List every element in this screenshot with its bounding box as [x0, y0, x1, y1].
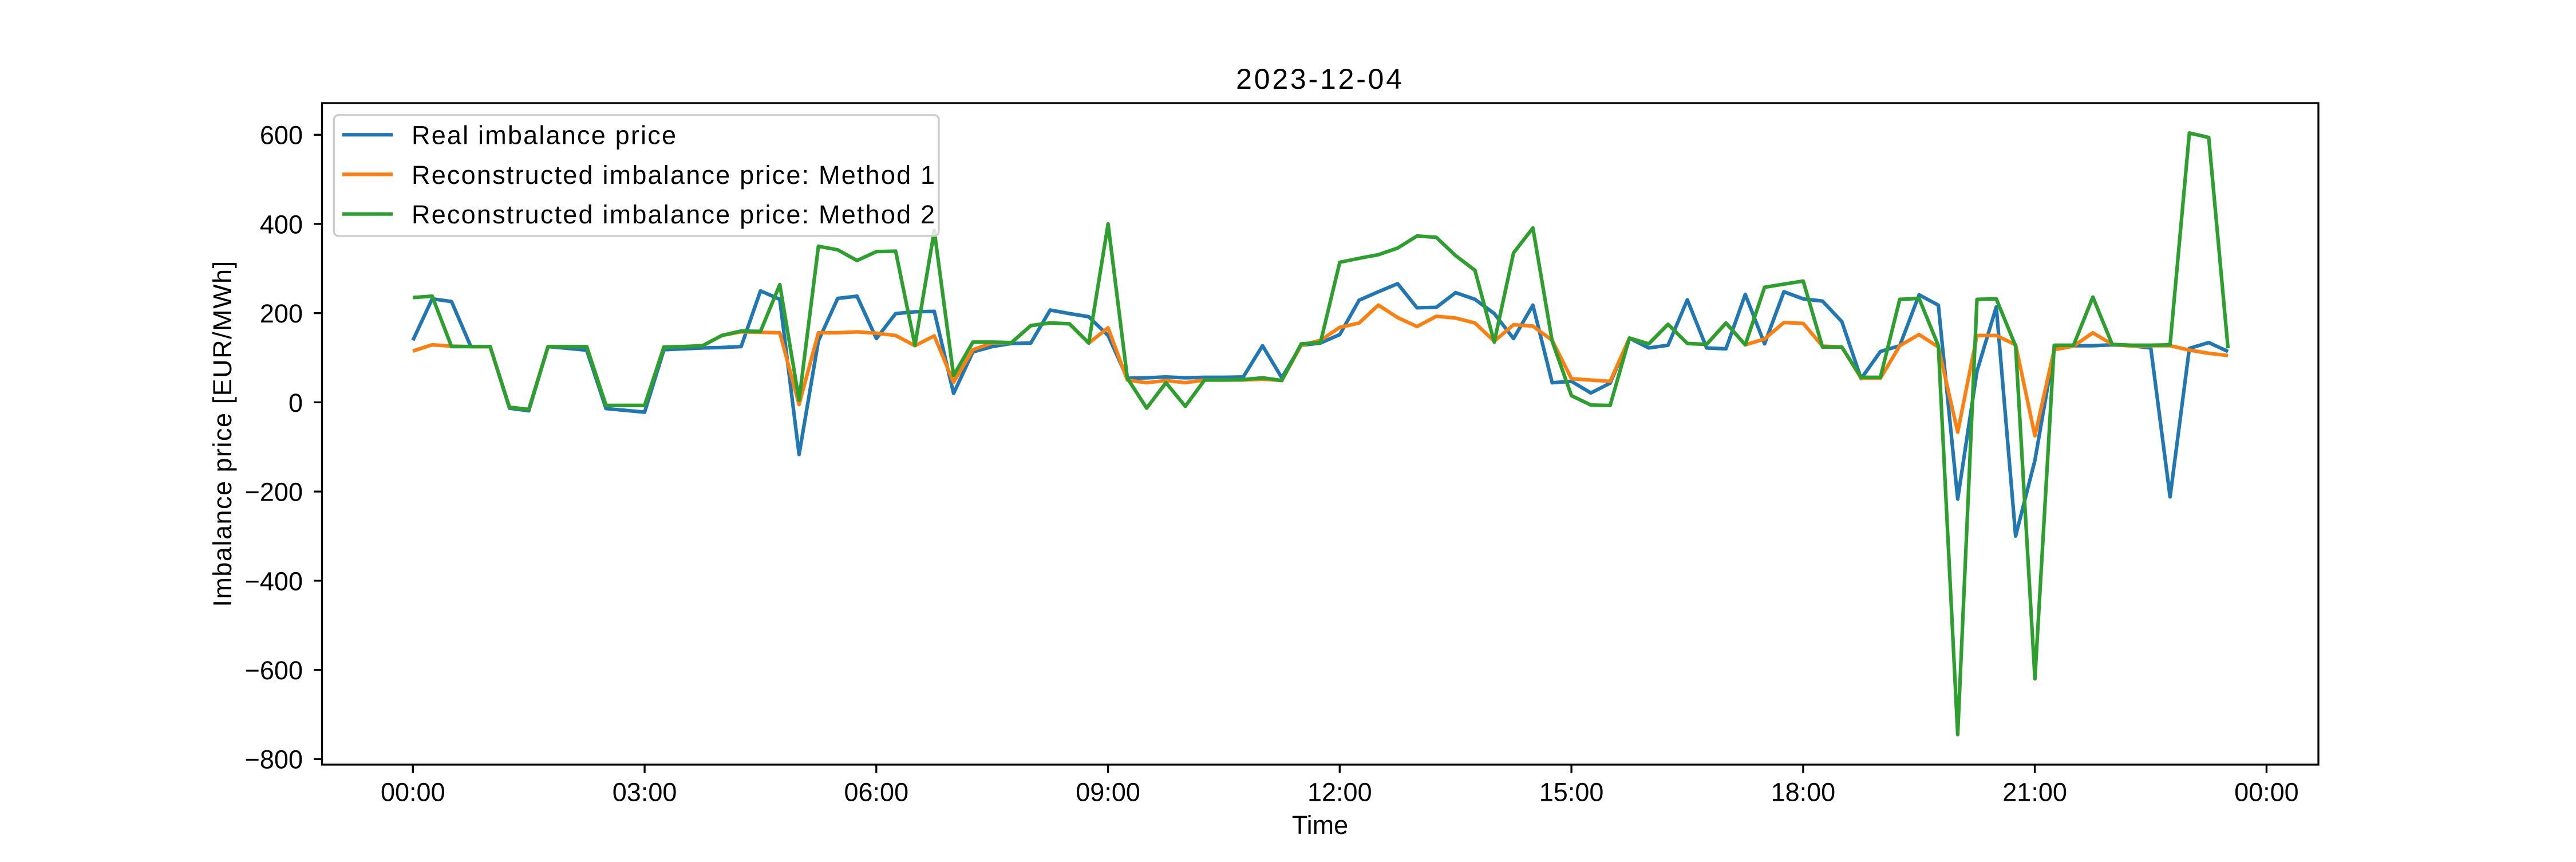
svg-text:−400: −400	[245, 566, 303, 596]
svg-text:12:00: 12:00	[1307, 778, 1372, 807]
svg-text:15:00: 15:00	[1539, 778, 1604, 807]
svg-text:−200: −200	[245, 478, 303, 507]
svg-text:−600: −600	[245, 656, 303, 685]
svg-text:Imbalance price [EUR/MWh]: Imbalance price [EUR/MWh]	[208, 260, 237, 607]
svg-text:0: 0	[289, 388, 303, 418]
svg-text:Real imbalance price: Real imbalance price	[412, 121, 677, 150]
svg-text:03:00: 03:00	[613, 778, 677, 807]
svg-text:Reconstructed imbalance price:: Reconstructed imbalance price: Method 1	[412, 160, 936, 190]
svg-text:Time: Time	[1292, 810, 1348, 840]
svg-text:Reconstructed imbalance price:: Reconstructed imbalance price: Method 2	[412, 200, 936, 229]
svg-text:200: 200	[260, 299, 303, 328]
svg-text:600: 600	[260, 121, 303, 150]
svg-text:00:00: 00:00	[381, 778, 445, 807]
svg-text:2023-12-04: 2023-12-04	[1236, 63, 1404, 95]
svg-text:00:00: 00:00	[2234, 778, 2299, 807]
svg-text:18:00: 18:00	[1771, 778, 1836, 807]
svg-text:−800: −800	[245, 745, 303, 774]
svg-text:21:00: 21:00	[2002, 778, 2067, 807]
svg-text:09:00: 09:00	[1076, 778, 1140, 807]
svg-text:400: 400	[260, 210, 303, 239]
svg-text:06:00: 06:00	[844, 778, 908, 807]
